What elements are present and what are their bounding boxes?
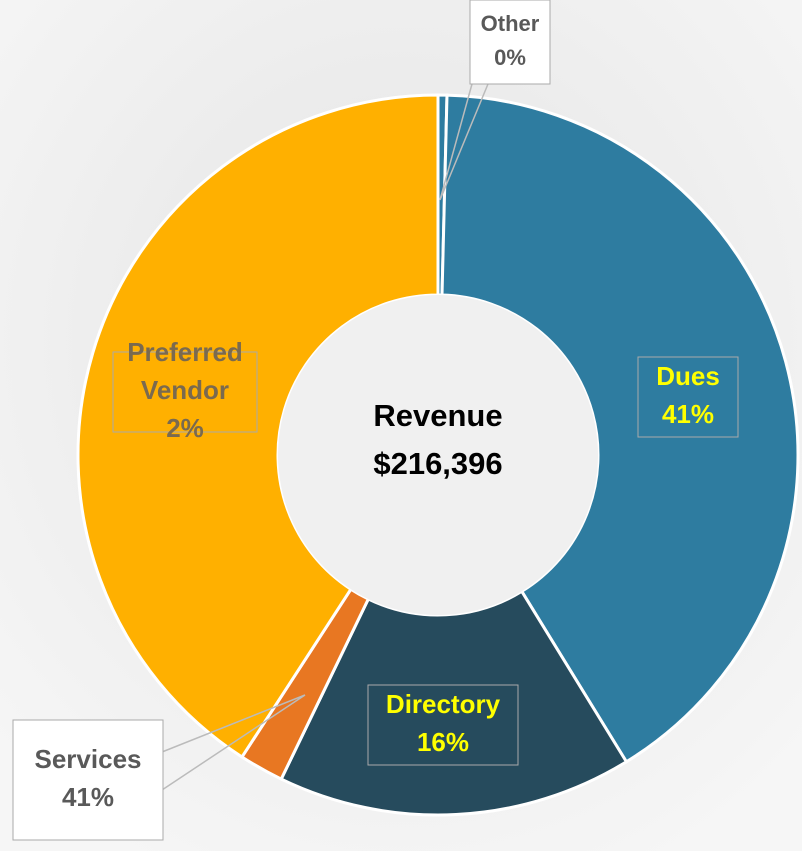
slice-label-line: Preferred [127, 337, 243, 367]
center-hole [278, 295, 598, 615]
label-box [112, 351, 258, 433]
slice-label: Other [481, 11, 540, 36]
slice-label: Dues [656, 361, 720, 391]
slice-value-label: 16% [417, 727, 469, 757]
slice-label: Directory [386, 689, 501, 719]
slice-value-label: 41% [662, 399, 714, 429]
slice-label: Preferred Vendor [127, 337, 243, 405]
label-box [12, 719, 164, 841]
center-label: Revenue [373, 398, 502, 433]
slice-value-label: 0% [494, 45, 526, 70]
slice-value-label: 41% [62, 782, 114, 812]
label-box [637, 356, 739, 438]
leader-line [439, 83, 489, 201]
label-box [469, 0, 551, 85]
slice-label-line: Vendor [141, 375, 229, 405]
label-box [367, 684, 519, 766]
leader-line [161, 694, 306, 791]
slice-label: Services [35, 744, 142, 774]
center-label: $216,396 [373, 446, 502, 481]
slice-value-label: 2% [166, 413, 204, 443]
